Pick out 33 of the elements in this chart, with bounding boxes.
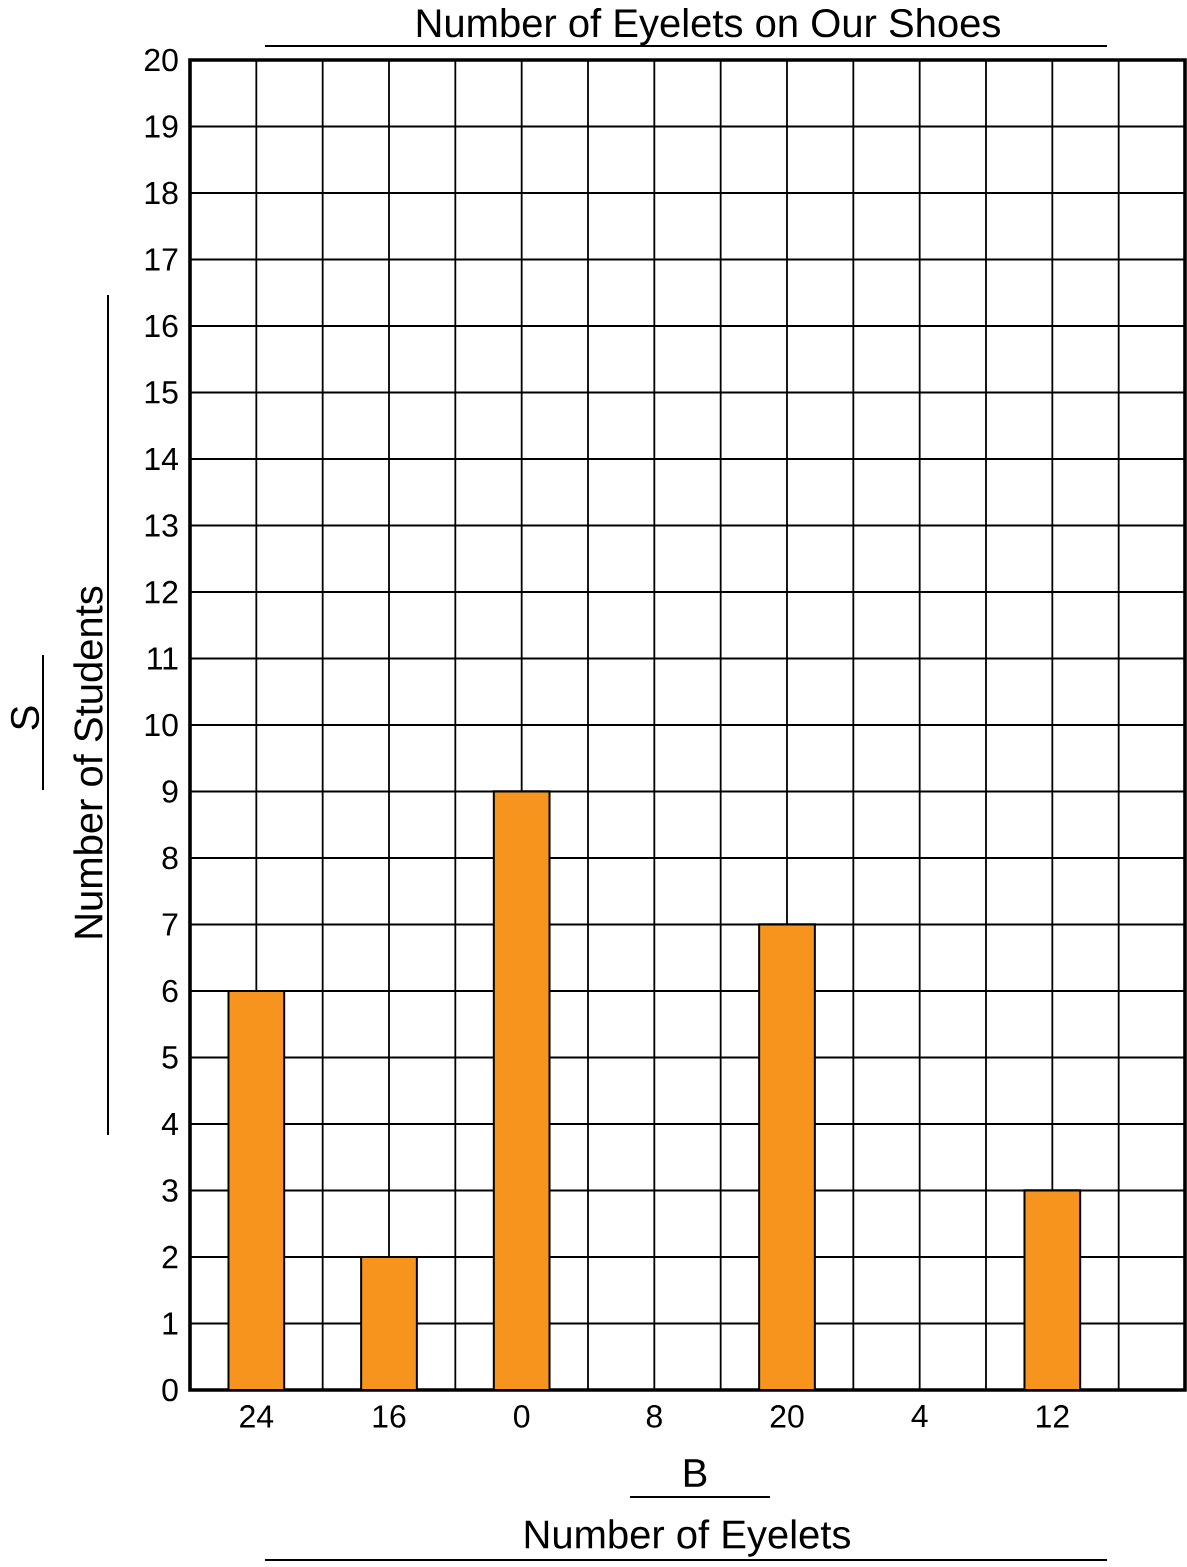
y-tick-label: 9 xyxy=(162,780,178,803)
y-tick-label: 8 xyxy=(162,846,178,870)
x-tick-label: 8 xyxy=(646,1405,662,1428)
y-tick-label: 14 xyxy=(145,447,178,470)
y-tick-label: 5 xyxy=(162,1046,178,1069)
x-tick-label: 20 xyxy=(770,1405,804,1428)
y-tick-label: 1 xyxy=(163,1312,178,1335)
y-tick-label: 4 xyxy=(161,1112,178,1135)
y-tick-label: 20 xyxy=(144,48,178,72)
chart-title: Number of Eyelets on Our Shoes xyxy=(417,8,1000,46)
y-tick-label: 15 xyxy=(145,381,178,404)
text: S xyxy=(10,706,40,730)
y-tick-label: 3 xyxy=(162,1179,178,1202)
y-tick-label: 12 xyxy=(145,580,178,604)
x-tick-label: 4 xyxy=(911,1405,928,1428)
y-tick-label: 7 xyxy=(162,913,178,936)
x-tick-label: 12 xyxy=(1036,1405,1069,1428)
y-tick-label: 16 xyxy=(145,314,178,338)
y-tick-label: 6 xyxy=(162,979,178,1003)
y-tick-label: 0 xyxy=(162,1378,178,1402)
x-tick-label: 24 xyxy=(240,1405,274,1428)
y-tick-label: 2 xyxy=(162,1245,178,1269)
y-tick-label: 13 xyxy=(145,514,178,537)
y-axis-title: Number of Students xyxy=(73,586,103,938)
y-tick-label: 19 xyxy=(145,115,178,138)
x-axis-title: Number of Eyelets xyxy=(525,1519,850,1557)
y-tick-label: 11 xyxy=(148,647,178,670)
y-tick-label: 10 xyxy=(145,713,178,737)
x-tick-label: 0 xyxy=(514,1405,530,1428)
text: B xyxy=(684,1459,707,1487)
x-tick-label: 16 xyxy=(373,1405,406,1428)
y-tick-label: 18 xyxy=(145,181,178,205)
y-tick-label: 17 xyxy=(145,248,178,271)
